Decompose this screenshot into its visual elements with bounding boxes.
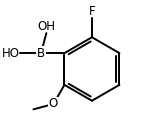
Text: B: B	[37, 47, 45, 60]
Text: OH: OH	[37, 20, 55, 33]
Text: F: F	[89, 5, 95, 18]
Text: HO: HO	[2, 47, 20, 60]
Text: O: O	[49, 97, 58, 111]
